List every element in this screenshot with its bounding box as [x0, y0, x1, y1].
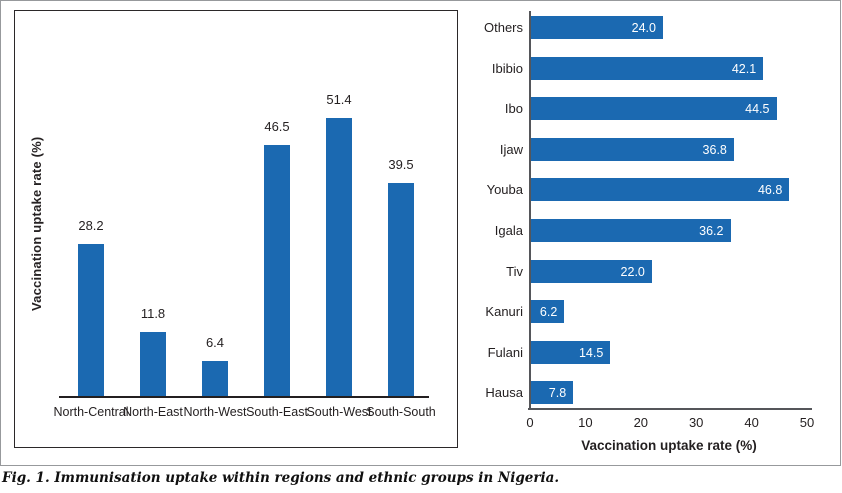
regions-category-label-south-west: South-West: [306, 405, 372, 419]
ethnic-x-axis-label: Vaccination uptake rate (%): [581, 438, 757, 453]
ethnic-category-label-ijaw: Ijaw: [499, 142, 523, 157]
regions-bar-value-north-west: 6.4: [205, 335, 225, 350]
ethnic-plot-area: Others 24.0 Ibibio 42.1 Ibo 44.5 Ijaw 36.8 Youba…: [461, 1, 841, 465]
ethnic-x-tick-50: 50: [799, 415, 815, 430]
ethnic-bar-value-ijaw: 36.8: [702, 142, 727, 157]
ethnic-bar-youba: 46.8: [530, 178, 790, 201]
ethnic-category-label-ibibio: Ibibio: [491, 61, 523, 76]
regions-chart-panel: Vaccination uptake rate (%) 28.2 North-Ce…: [14, 10, 458, 448]
regions-bar-north-east: [140, 332, 166, 396]
regions-bar-value-south-south: 39.5: [388, 157, 414, 172]
ethnic-x-tick-20: 20: [633, 415, 649, 430]
ethnic-y-axis-line: [529, 11, 531, 410]
ethnic-bar-ijaw: 36.8: [530, 138, 734, 161]
ethnic-bar-value-tiv: 22.0: [620, 264, 645, 279]
ethnic-bar-hausa: 7.8: [530, 381, 574, 404]
regions-bar-south-west: [326, 118, 352, 396]
ethnic-x-tick-30: 30: [688, 415, 704, 430]
regions-bar-south-south: [388, 183, 414, 396]
ethnic-bar-value-ibo: 44.5: [745, 101, 770, 116]
ethnic-bar-igala: 36.2: [530, 219, 731, 242]
ethnic-x-tick-10: 10: [578, 415, 593, 430]
regions-category-label-south-south: South-South: [366, 405, 436, 419]
ethnic-x-tick-0: 0: [526, 415, 534, 430]
ethnic-bar-fulani: 14.5: [530, 341, 611, 364]
regions-x-axis-line: [59, 396, 429, 398]
ethnic-bar-value-igala: 36.2: [699, 223, 724, 238]
regions-category-label-south-east: South-East: [246, 405, 308, 419]
regions-plot-area: 28.2 North-Central 11.8 North-East 6.4 North-…: [15, 11, 457, 447]
figure-frame: Vaccination uptake rate (%) 28.2 North-Ce…: [0, 0, 841, 466]
ethnic-category-label-igala: Igala: [494, 223, 523, 238]
ethnic-bar-value-fulani: 14.5: [578, 345, 604, 360]
ethnic-category-label-youba: Youba: [486, 182, 523, 197]
ethnic-bar-value-others: 24.0: [631, 20, 656, 35]
ethnic-bar-others: 24.0: [530, 16, 663, 39]
regions-bar-south-east: [264, 145, 290, 396]
ethnic-bar-tiv: 22.0: [530, 260, 652, 283]
ethnic-category-label-ibo: Ibo: [504, 101, 523, 116]
ethnic-category-label-others: Others: [483, 20, 523, 35]
regions-category-label-north-east: North-East: [123, 405, 183, 419]
regions-bar-value-north-east: 11.8: [140, 306, 166, 321]
ethnic-bar-value-kanuri: 6.2: [539, 304, 558, 319]
ethnic-x-axis-line: [528, 408, 812, 410]
regions-category-label-north-central: North-Central: [53, 405, 129, 419]
regions-category-label-north-west: North-West: [183, 405, 247, 419]
regions-bar-north-central: [78, 244, 104, 396]
ethnic-x-tick-40: 40: [744, 415, 759, 430]
ethnic-chart-panel: Others 24.0 Ibibio 42.1 Ibo 44.5 Ijaw 36.8 Youba…: [461, 1, 841, 465]
ethnic-bar-value-youba: 46.8: [757, 182, 783, 197]
ethnic-bar-ibibio: 42.1: [530, 57, 764, 80]
ethnic-category-label-tiv: Tiv: [506, 264, 523, 279]
ethnic-bar-ibo: 44.5: [530, 97, 777, 120]
regions-bar-value-north-central: 28.2: [78, 218, 104, 233]
regions-bar-value-south-west: 51.4: [326, 92, 352, 107]
regions-bar-value-south-east: 46.5: [264, 119, 290, 134]
ethnic-category-label-kanuri: Kanuri: [485, 304, 523, 319]
regions-bar-north-west: [202, 361, 228, 396]
figure-caption: Fig. 1. Immunisation uptake within regio…: [2, 470, 560, 486]
ethnic-bar-value-ibibio: 42.1: [731, 61, 757, 76]
ethnic-bar-kanuri: 6.2: [530, 300, 565, 323]
ethnic-category-label-hausa: Hausa: [485, 385, 523, 400]
ethnic-category-label-fulani: Fulani: [487, 345, 523, 360]
ethnic-bar-value-hausa: 7.8: [548, 385, 567, 400]
